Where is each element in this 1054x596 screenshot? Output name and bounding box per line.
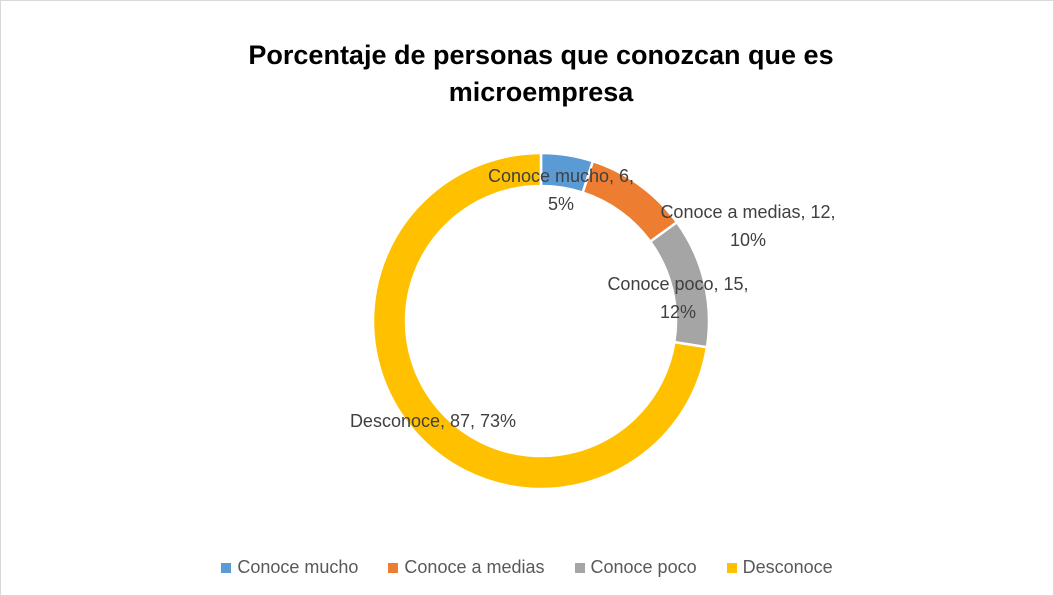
legend-item: Desconoce — [726, 557, 833, 578]
legend-swatch — [574, 562, 585, 573]
legend-item: Conoce mucho — [221, 557, 358, 578]
legend-item: Conoce a medias — [388, 557, 545, 578]
data-label: Conoce a medias, 12, 10% — [660, 202, 836, 250]
legend-swatch — [221, 562, 232, 573]
donut-slice — [371, 151, 709, 491]
legend-swatch — [726, 562, 737, 573]
legend-label: Conoce poco — [590, 557, 697, 577]
legend-label: Conoce a medias — [404, 557, 545, 577]
legend: Conoce mucho Conoce a medias Conoce poco De… — [1, 557, 1053, 578]
legend-item: Conoce poco — [574, 557, 697, 578]
legend-label: Desconoce — [742, 557, 833, 577]
data-label: Conoce mucho, 6, 5% — [487, 166, 635, 214]
chart-title: Porcentaje de personas que conozcan que … — [248, 40, 834, 107]
legend-label: Conoce mucho — [237, 557, 359, 577]
data-label: Desconoce, 87, 73% — [349, 411, 517, 431]
legend-swatch — [388, 562, 399, 573]
data-label: Conoce poco, 15, 12% — [607, 274, 749, 322]
